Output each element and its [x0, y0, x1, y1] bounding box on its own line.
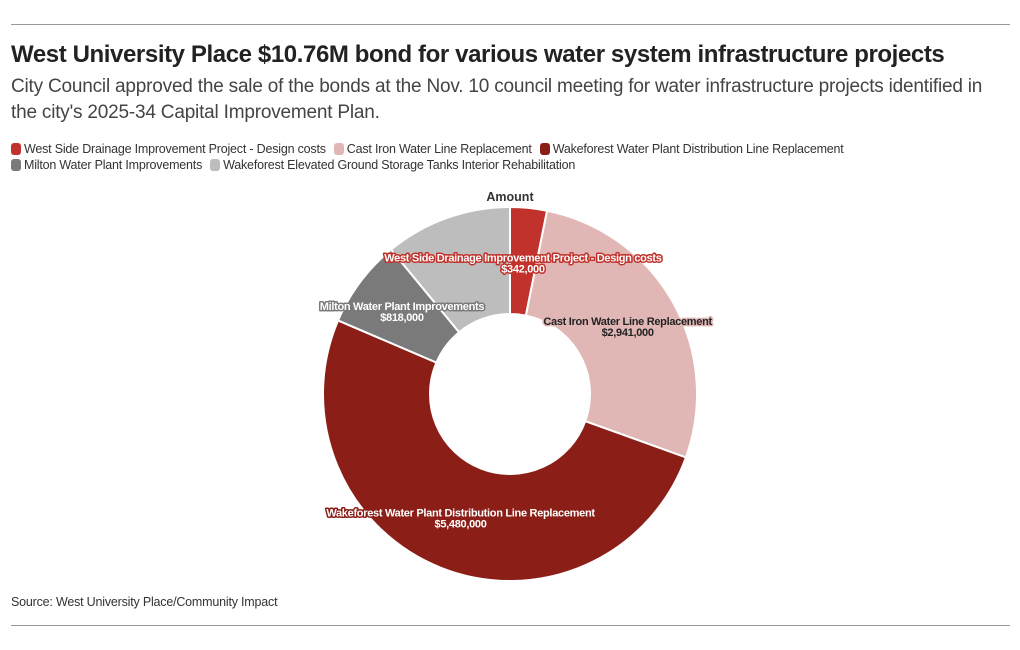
legend-row: West Side Drainage Improvement Project -… — [11, 141, 1001, 157]
bottom-divider — [11, 625, 1010, 626]
donut-chart: Amount West Side Drainage Improvement Pr… — [318, 190, 714, 582]
legend-swatch — [539, 143, 550, 155]
donut-slice-wakeforest-distribution[interactable] — [322, 319, 688, 582]
legend-swatch — [11, 159, 21, 171]
slice-label-west-side-drainage: West Side Drainage Improvement Project -… — [384, 253, 661, 265]
legend-row: Milton Water Plant Improvements Wakefore… — [11, 157, 1001, 173]
source-note: Source: West University Place/Community … — [11, 595, 278, 609]
legend-item-cast-iron[interactable]: Cast Iron Water Line Replacement — [333, 141, 532, 157]
slice-label-wakeforest-distribution: Wakeforest Water Plant Distribution Line… — [326, 508, 595, 520]
chart-subtitle: City Council approved the sale of the bo… — [11, 76, 983, 123]
legend-label: Cast Iron Water Line Replacement — [346, 142, 532, 156]
legend-item-wakeforest-tanks[interactable]: Wakeforest Elevated Ground Storage Tanks… — [210, 157, 575, 173]
slice-labels: West Side Drainage Improvement Project -… — [318, 251, 714, 532]
top-divider — [11, 24, 1010, 25]
series-title: Amount — [486, 190, 534, 204]
slice-value-cast-iron: $2,941,000 — [602, 327, 654, 339]
legend-swatch — [210, 159, 221, 171]
chart-title: West University Place $10.76M bond for v… — [11, 41, 945, 68]
legend-label: Wakeforest Water Plant Distribution Line… — [552, 142, 844, 156]
slice-label-cast-iron: Cast Iron Water Line Replacement — [543, 316, 712, 328]
slice-value-milton: $818,000 — [380, 312, 424, 324]
legend-swatch — [11, 143, 21, 155]
slice-value-wakeforest-distribution: $5,480,000 — [435, 519, 487, 531]
legend-item-west-side-drainage[interactable]: West Side Drainage Improvement Project -… — [11, 141, 326, 157]
legend-label: West Side Drainage Improvement Project -… — [24, 142, 326, 156]
legend-label: Milton Water Plant Improvements — [24, 158, 203, 172]
chart-legend: West Side Drainage Improvement Project -… — [11, 141, 1001, 173]
legend-item-wakeforest-distribution[interactable]: Wakeforest Water Plant Distribution Line… — [539, 141, 844, 157]
legend-item-milton[interactable]: Milton Water Plant Improvements — [11, 157, 202, 173]
slice-value-west-side-drainage: $342,000 — [501, 264, 545, 276]
legend-label: Wakeforest Elevated Ground Storage Tanks… — [223, 158, 576, 172]
legend-swatch — [333, 143, 344, 155]
donut-slices — [322, 205, 698, 582]
slice-label-milton: Milton Water Plant Improvements — [320, 301, 485, 313]
donut-slice-wakeforest-tanks[interactable] — [389, 205, 511, 334]
donut-slice-cast-iron[interactable] — [524, 209, 698, 459]
